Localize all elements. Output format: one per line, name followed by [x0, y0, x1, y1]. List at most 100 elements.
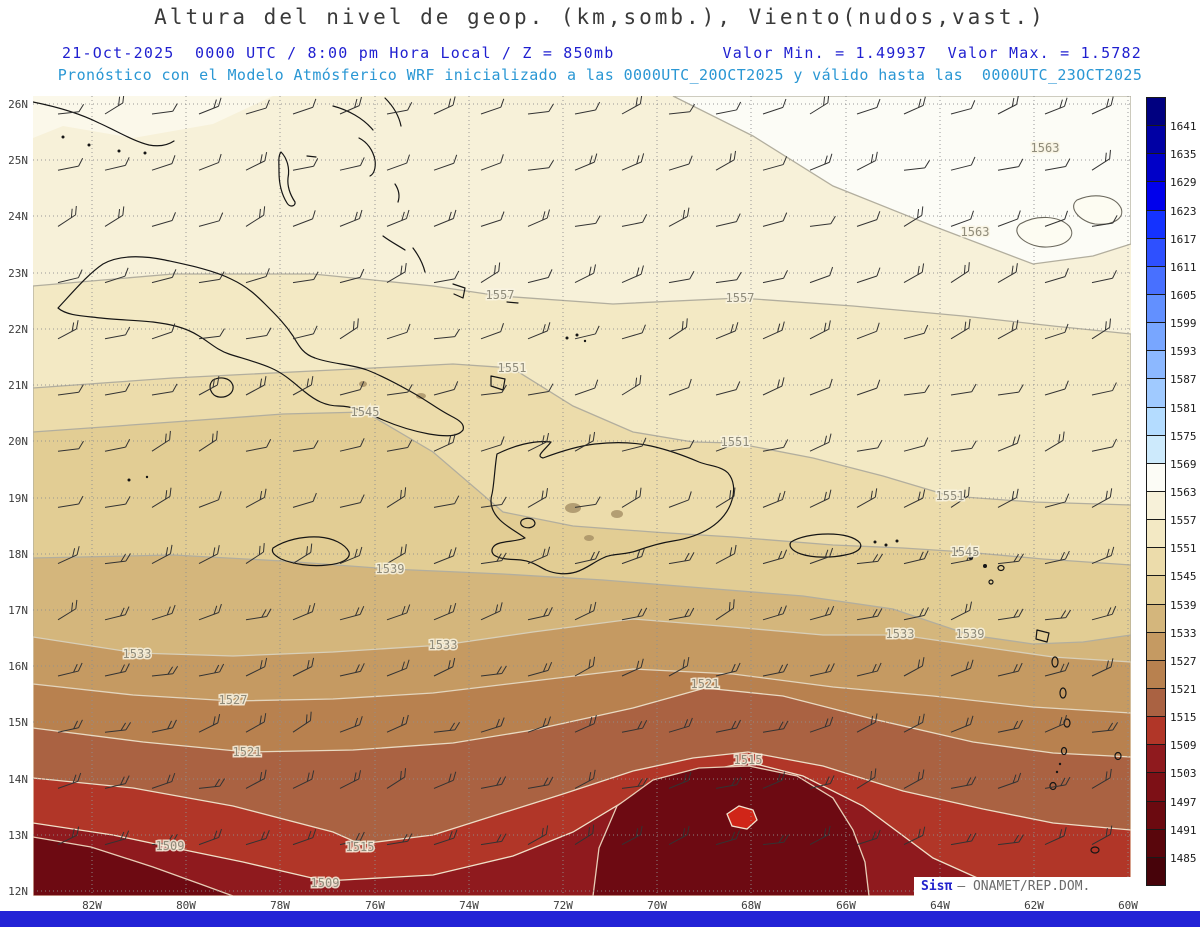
colorbar-segment: [1146, 687, 1166, 718]
svg-text:1551: 1551: [498, 361, 527, 375]
coast-barbados: [1114, 751, 1122, 761]
svg-text:1557: 1557: [726, 291, 755, 305]
colorbar-tick-label: 1605: [1170, 289, 1197, 302]
colorbar-tick-label: 1497: [1170, 795, 1197, 809]
lon-tick-label: 82W: [82, 899, 102, 912]
colorbar-tick-label: 1635: [1170, 148, 1197, 162]
colorbar-labels: 1641 1635 1629 1623 1617 1611 1605 1599 1593 1587…: [1170, 98, 1200, 886]
lon-tick-label: 78W: [270, 899, 290, 912]
grid-lines: [33, 96, 1131, 896]
svg-text:1539: 1539: [376, 562, 405, 576]
colorbar-tick-label: 1611: [1170, 260, 1197, 274]
coast-abaco: [384, 97, 402, 127]
coast-virgin-islands: [873, 540, 877, 544]
coast-crooked-acklins: [452, 283, 466, 299]
colorbar-tick-label: 1569: [1170, 457, 1197, 471]
coast-turks: [565, 336, 569, 340]
colorbar-tick-label: 1581: [1170, 401, 1197, 415]
valid-time-text: 21-Oct-2025 0000 UTC / 8:00 pm Hora Loca…: [62, 44, 615, 62]
lat-tick-label: 26N: [8, 98, 28, 111]
colorbar-tick-label: 1521: [1170, 683, 1197, 696]
svg-text:1557: 1557: [486, 288, 515, 302]
bottom-bar: [0, 911, 1200, 927]
lon-tick-label: 80W: [176, 899, 196, 912]
coastlines: [33, 97, 1123, 854]
colorbar-segment: [1146, 744, 1166, 774]
svg-text:1515: 1515: [734, 753, 763, 767]
colorbar-segment: [1146, 350, 1166, 380]
lon-tick-label: 72W: [553, 899, 573, 912]
lat-tick-label: 17N: [8, 604, 28, 617]
svg-text:1509: 1509: [156, 839, 185, 853]
colorbar-segment: [1146, 265, 1166, 295]
colorbar-segment: [1146, 434, 1166, 464]
watermark-brand: Sisπ: [921, 879, 953, 894]
lon-axis: 82W 80W 78W 76W 74W 72W 70W 68W 66W 64W 62W 60W: [33, 899, 1138, 912]
colorbar-tick-label: 1509: [1170, 739, 1197, 753]
closed-contour-1569b: [1073, 195, 1123, 225]
closed-contour-1569: [1016, 216, 1073, 248]
watermark: Sisπ – ONAMET/REP.DOM.: [914, 877, 1131, 896]
colorbar-tick-label: 1563: [1170, 486, 1197, 499]
colorbar-tick-label: 1491: [1170, 823, 1197, 837]
colorbar: [1146, 97, 1166, 886]
map-canvas: 1563 1563 1557 1557 1551 1551 1551 1545 1545 1539…: [33, 96, 1131, 896]
colorbar-tick-label: 1629: [1170, 176, 1197, 190]
colorbar-tick-label: 1557: [1170, 514, 1197, 528]
colorbar-tick-label: 1539: [1170, 598, 1197, 612]
coast-guadeloupe: [1035, 629, 1050, 643]
coast-grenada: [1049, 781, 1057, 791]
coast-cat-island: [394, 183, 400, 203]
colorbar-segment: [1146, 772, 1166, 802]
svg-text:1551: 1551: [721, 435, 750, 449]
colorbar-segment: [1146, 322, 1166, 352]
colorbar-segment: [1146, 575, 1166, 605]
colorbar-tick-label: 1641: [1170, 120, 1197, 134]
colorbar-segment: [1146, 293, 1166, 324]
svg-text:1533: 1533: [429, 638, 458, 652]
svg-text:1527: 1527: [219, 693, 248, 707]
colorbar-tick-label: 1599: [1170, 317, 1197, 331]
coast-long-island: [412, 247, 426, 273]
colorbar-segment: [1146, 181, 1166, 211]
coast-st-vincent: [1060, 746, 1068, 756]
lat-tick-label: 20N: [8, 435, 28, 448]
contour-labels-layer: 1563 1563 1557 1557 1551 1551 1551 1545 1545 1539…: [121, 140, 1061, 892]
lon-tick-label: 70W: [647, 899, 667, 912]
svg-text:1563: 1563: [961, 225, 990, 239]
lat-tick-label: 12N: [8, 885, 28, 898]
lat-tick-label: 16N: [8, 660, 28, 673]
svg-text:1509: 1509: [311, 876, 340, 890]
colorbar-tick-label: 1545: [1170, 570, 1197, 584]
colorbar-segment: [1146, 490, 1166, 521]
colorbar-tick-label: 1587: [1170, 373, 1197, 387]
lat-axis: 26N 25N 24N 23N 22N 21N 20N 19N 18N 17N 16N 15N 14N 1…: [1, 96, 30, 898]
colorbar-segment: [1146, 153, 1166, 183]
svg-text:1533: 1533: [123, 647, 152, 661]
svg-text:1563: 1563: [1031, 141, 1060, 155]
coast-new-providence: [306, 155, 317, 158]
colorbar-tick-label: 1515: [1170, 711, 1197, 725]
lon-tick-label: 62W: [1024, 899, 1044, 912]
coast-florida: [33, 101, 175, 147]
colorbar-tick-label: 1551: [1170, 542, 1197, 556]
colorbar-segment: [1146, 659, 1166, 689]
svg-text:1521: 1521: [233, 745, 262, 759]
chart-title: Altura del nivel de geop. (km,somb.), Vi…: [154, 5, 1046, 29]
svg-text:1551: 1551: [936, 489, 965, 503]
svg-text:1545: 1545: [351, 405, 380, 419]
svg-text:1515: 1515: [346, 840, 375, 854]
colorbar-segment: [1146, 800, 1166, 830]
coast-antigua: [997, 564, 1005, 572]
coast-eleuthera: [358, 137, 376, 177]
svg-text:1521: 1521: [691, 677, 720, 691]
colorbar-tick-label: 1527: [1170, 654, 1197, 668]
lon-tick-label: 74W: [459, 899, 479, 912]
coast-isla-juventud: [209, 377, 234, 398]
watermark-org: – ONAMET/REP.DOM.: [957, 879, 1091, 894]
colorbar-segment: [1146, 603, 1166, 633]
lon-tick-label: 66W: [836, 899, 856, 912]
lat-tick-label: 25N: [8, 154, 28, 167]
chart-subtitle-row: 21-Oct-2025 0000 UTC / 8:00 pm Hora Loca…: [62, 44, 1142, 62]
contour-bands: [33, 96, 1131, 896]
